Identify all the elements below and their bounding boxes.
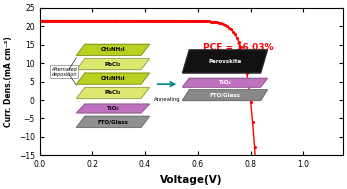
Text: PCE = 16.03%: PCE = 16.03% [203,43,273,52]
Y-axis label: Curr. Dens.(mA cm⁻²): Curr. Dens.(mA cm⁻²) [4,36,13,127]
X-axis label: Voltage(V): Voltage(V) [160,175,222,185]
